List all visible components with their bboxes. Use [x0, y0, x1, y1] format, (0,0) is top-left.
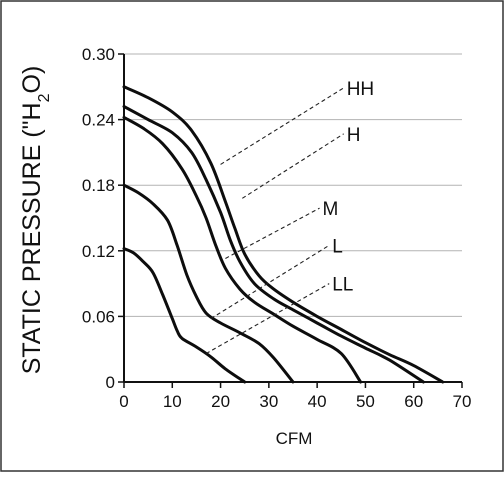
y-tick-label-3: 0.18 — [82, 176, 115, 195]
x-tick-label-6: 60 — [404, 392, 423, 411]
series-label-hh: HH — [347, 79, 374, 100]
x-tick-labels: 0 10 20 30 40 50 60 70 — [119, 392, 471, 411]
x-tick-label-5: 50 — [356, 392, 375, 411]
series-line-l — [122, 183, 295, 384]
y-axis-label-main: STATIC PRESSURE ("H — [18, 102, 46, 374]
y-tick-label-5: 0.30 — [82, 45, 115, 64]
x-tick-label-7: 70 — [453, 392, 472, 411]
series-label-h: H — [347, 125, 361, 146]
callout-line-m — [225, 207, 320, 259]
x-tick-label-2: 20 — [211, 392, 230, 411]
y-axis-label-subscript: 2 — [36, 93, 53, 102]
callout-line-hh — [220, 87, 344, 165]
series-line-ll — [122, 247, 247, 384]
callout-line-ll — [205, 283, 330, 355]
series-label-ll: LL — [332, 275, 353, 296]
series-line-hh — [122, 85, 445, 384]
series-line-m — [122, 115, 363, 384]
y-axis-label: STATIC PRESSURE ("H2O) — [18, 66, 53, 375]
x-axis-label: CFM — [276, 429, 313, 448]
x-tick-label-4: 40 — [308, 392, 327, 411]
callout-line-l — [210, 244, 330, 320]
x-tick-label-3: 30 — [259, 392, 278, 411]
x-tick-label-1: 10 — [163, 392, 182, 411]
callout-line-h — [242, 133, 344, 199]
y-tick-labels: 0 0.06 0.12 0.18 0.24 0.30 — [82, 45, 115, 392]
series-label-m: M — [323, 199, 339, 220]
y-tick-label-4: 0.24 — [82, 111, 115, 130]
series-lines — [122, 85, 445, 384]
y-axis-label-tail: O) — [18, 66, 46, 94]
series-line-h — [122, 105, 425, 384]
y-tick-label-0: 0 — [106, 373, 115, 392]
y-tick-label-2: 0.12 — [82, 242, 115, 261]
x-tick-label-0: 0 — [119, 392, 128, 411]
series-label-l: L — [332, 236, 343, 257]
y-tick-label-1: 0.06 — [82, 307, 115, 326]
